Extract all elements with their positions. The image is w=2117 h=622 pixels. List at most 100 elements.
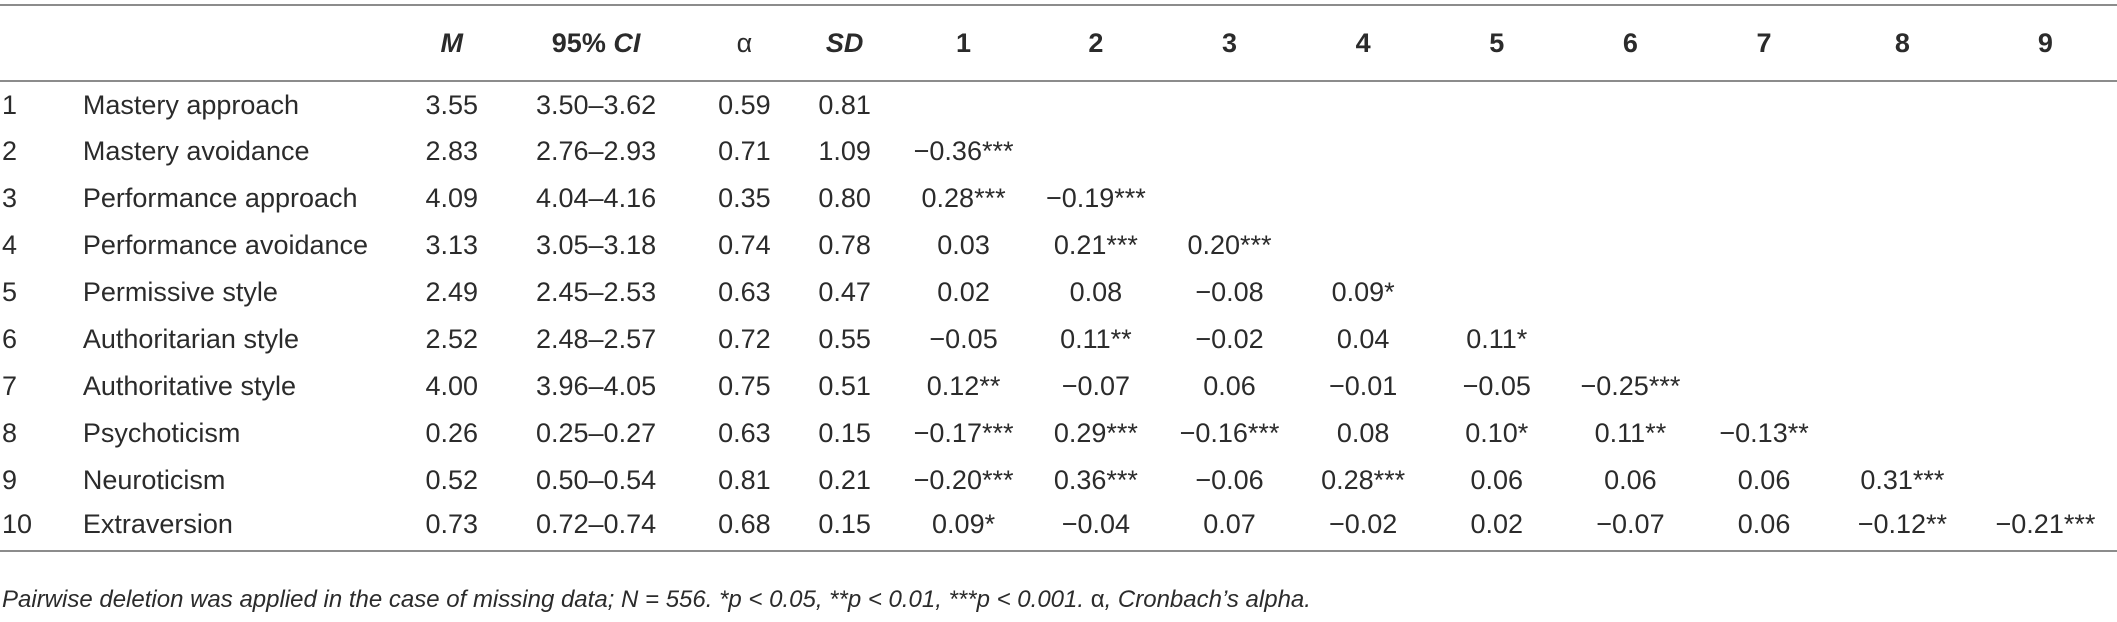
cell-corr-7: [1697, 363, 1831, 410]
row-variable-name: Performance avoidance: [82, 230, 369, 260]
row-index: 9: [2, 465, 18, 495]
header-ci: 95% CI: [494, 4, 698, 82]
cell-corr-4: [1296, 222, 1430, 269]
cell-corr-4: −0.01: [1328, 371, 1398, 401]
row-index: 7: [2, 371, 18, 401]
cell-corr-9: [1974, 128, 2117, 175]
row-index: 1: [2, 89, 18, 120]
cell-corr-5: [1430, 222, 1564, 269]
row-variable-name: Psychoticism: [82, 418, 241, 448]
cell-corr-5: [1430, 128, 1564, 175]
cell-alpha: 0.59: [718, 89, 771, 120]
cell-corr-2: [1029, 128, 1163, 175]
footnote-text: Pairwise deletion was applied in the cas…: [2, 586, 1091, 613]
cell-corr-5: 0.11*: [1466, 324, 1528, 354]
header-mean: M: [408, 4, 495, 82]
cell-corr-1: 0.12**: [926, 371, 1001, 401]
row-variable-name: Extraversion: [82, 508, 233, 539]
table-row: 5 Permissive style 2.49 2.45–2.53 0.63 0.47 0.…: [0, 269, 2117, 316]
cell-corr-5: 0.10*: [1465, 418, 1529, 448]
cell-mean: 2.83: [425, 136, 478, 166]
cell-alpha: 0.63: [718, 277, 771, 307]
cell-corr-2: −0.07: [1061, 371, 1131, 401]
cell-corr-9: [1974, 81, 2117, 128]
cell-corr-8: [1831, 363, 1974, 410]
cell-corr-2: [1029, 81, 1163, 128]
cell-mean: 4.09: [425, 183, 478, 213]
row-index: 10: [2, 508, 33, 539]
header-col-6: 6: [1563, 4, 1698, 82]
cell-corr-4: 0.28***: [1321, 465, 1406, 495]
cell-mean: 4.00: [425, 371, 478, 401]
cell-corr-1: 0.02: [937, 277, 990, 307]
cell-corr-9: [1974, 222, 2117, 269]
cell-corr-9: [1974, 410, 2117, 457]
cell-mean: 3.55: [425, 89, 478, 120]
cell-sd: 0.15: [818, 508, 871, 539]
header-col-4: 4: [1296, 4, 1430, 82]
cell-corr-8: [1831, 175, 1974, 222]
cell-corr-5: [1430, 269, 1564, 316]
cell-corr-3: −0.02: [1195, 324, 1264, 354]
cell-corr-3: −0.06: [1195, 465, 1264, 495]
cell-corr-4: 0.08: [1336, 418, 1390, 448]
cell-corr-2: 0.08: [1069, 277, 1123, 307]
cell-corr-6: [1564, 175, 1698, 222]
cell-alpha: 0.63: [718, 418, 771, 448]
cell-corr-3: 0.20***: [1187, 230, 1272, 260]
cell-corr-2: 0.29***: [1053, 418, 1138, 448]
cell-corr-1: [898, 81, 1029, 128]
header-col-2: 2: [1029, 4, 1163, 82]
cell-corr-9: [1974, 316, 2117, 363]
cell-corr-8: −0.12**: [1857, 508, 1948, 539]
cell-alpha: 0.35: [718, 183, 771, 213]
row-index: 3: [2, 183, 18, 213]
header-col-5: 5: [1429, 4, 1564, 82]
cell-corr-3: [1163, 128, 1297, 175]
cell-corr-5: 0.06: [1470, 465, 1524, 495]
cell-sd: 0.55: [818, 324, 871, 354]
cell-corr-8: [1831, 269, 1974, 316]
cell-alpha: 0.72: [718, 324, 771, 354]
cell-corr-3: [1163, 175, 1297, 222]
table-header: M 95% CI α SD 1 2 3 4 5 6 7 8 9: [0, 4, 2117, 82]
cell-corr-1: 0.09*: [932, 508, 996, 539]
footnote-alpha-symbol: α: [1090, 586, 1105, 613]
cell-corr-8: [1831, 128, 1974, 175]
row-variable-name: Authoritative style: [82, 371, 296, 401]
cell-corr-6: [1564, 316, 1698, 363]
cell-corr-2: −0.19***: [1045, 183, 1146, 213]
cell-corr-7: 0.06: [1737, 465, 1791, 495]
row-variable-name: Neuroticism: [82, 465, 226, 495]
cell-ci: 2.76–2.93: [535, 136, 657, 166]
header-col-7: 7: [1697, 4, 1831, 82]
cell-ci: 0.50–0.54: [535, 465, 657, 495]
cell-mean: 2.49: [425, 277, 478, 307]
header-index-blank: [0, 4, 83, 82]
cell-corr-1: −0.36***: [913, 136, 1014, 166]
cell-corr-4: 0.04: [1336, 324, 1390, 354]
cell-corr-7: [1697, 316, 1831, 363]
row-index: 6: [2, 324, 18, 354]
header-row: M 95% CI α SD 1 2 3 4 5 6 7 8 9: [0, 4, 2117, 82]
cell-corr-8: 0.31***: [1860, 465, 1945, 495]
header-col-1: 1: [898, 4, 1030, 82]
cell-corr-4: [1296, 81, 1430, 128]
cell-corr-9: [1974, 175, 2117, 222]
row-variable-name: Authoritarian style: [82, 324, 299, 354]
cell-corr-4: −0.02: [1328, 508, 1398, 539]
cell-ci: 3.05–3.18: [535, 230, 657, 260]
cell-corr-7: [1697, 81, 1831, 128]
cell-corr-1: 0.28***: [921, 183, 1006, 213]
cell-corr-6: [1564, 128, 1698, 175]
cell-ci: 0.72–0.74: [535, 508, 657, 539]
cell-corr-6: [1564, 81, 1698, 128]
cell-sd: 0.47: [818, 277, 871, 307]
table-row: 6 Authoritarian style 2.52 2.48–2.57 0.72 0.5…: [0, 316, 2117, 363]
header-alpha: α: [697, 4, 792, 82]
cell-alpha: 0.74: [718, 230, 771, 260]
cell-sd: 1.09: [818, 136, 871, 166]
cell-corr-2: 0.11**: [1060, 324, 1132, 354]
footnote-text-end: , Cronbach’s alpha.: [1104, 586, 1311, 613]
cell-sd: 0.78: [818, 230, 871, 260]
